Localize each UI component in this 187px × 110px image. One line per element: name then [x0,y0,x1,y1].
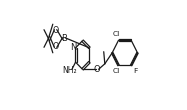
Text: O: O [94,65,100,74]
Text: B: B [61,34,67,43]
Text: O: O [52,26,59,35]
Text: N: N [70,43,77,52]
Text: NH₂: NH₂ [62,66,77,75]
Text: F: F [133,68,137,74]
Text: O: O [52,42,59,51]
Text: Cl: Cl [113,31,120,37]
Text: Cl: Cl [113,68,120,74]
